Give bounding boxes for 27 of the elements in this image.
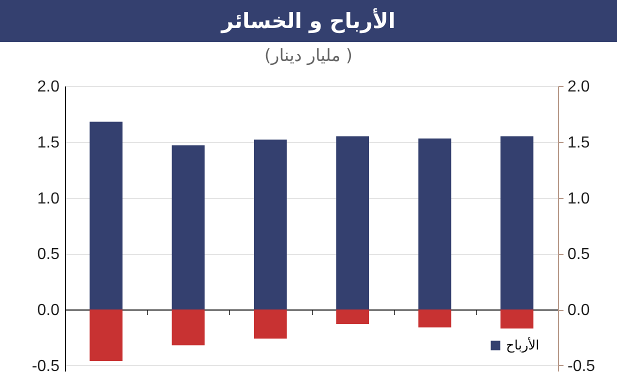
bar: [90, 122, 123, 310]
y-tick-label: 1.5: [37, 134, 60, 152]
y-tick-label: 0.0: [37, 302, 60, 320]
y2-tick-label: 0.0: [568, 302, 590, 320]
bar: [172, 145, 205, 310]
bar: [336, 136, 370, 310]
bar: [90, 310, 123, 361]
y-tick-label: 1.0: [37, 190, 60, 208]
bar: [418, 138, 452, 310]
chart-subtitle: (مليار دينار ): [263, 46, 354, 68]
bar: [500, 136, 534, 310]
y-tick-label: 2.0: [37, 78, 60, 96]
bar: [254, 140, 287, 310]
y2-tick-label: 1.0: [568, 190, 590, 208]
legend-label: الأرباح: [506, 336, 540, 354]
y2-tick-label: -0.5: [568, 358, 596, 375]
bar: [418, 310, 452, 328]
bar: [500, 310, 534, 329]
y-tick-label: 0.5: [37, 246, 60, 264]
y2-tick-label: 1.5: [568, 134, 590, 152]
y-tick-label: -0.5: [32, 358, 60, 375]
chart-title: الأرباح و الخسائر: [0, 0, 617, 42]
bar: [254, 310, 287, 339]
bar: [172, 310, 205, 346]
y2-tick-label: 2.0: [568, 78, 590, 96]
bar: [336, 310, 370, 324]
y2-tick-label: 0.5: [568, 246, 590, 264]
